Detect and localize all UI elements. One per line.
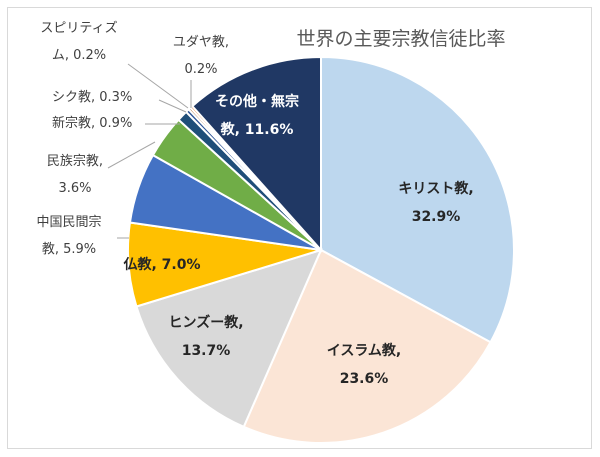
slice-label: イスラム教, 23.6% (327, 342, 401, 387)
pie-slice (320, 55, 515, 344)
slice-label: キリスト教, 32.9% (398, 180, 473, 225)
pie-slice (135, 248, 323, 429)
slice-label: 中国民間宗教, 5.9% (36, 214, 101, 257)
slice-label: ユダヤ教, 0.2% (173, 34, 229, 77)
slice-label: その他・無宗教, 11.6% (215, 93, 299, 138)
pie-slice (242, 248, 492, 444)
leader-lines (107, 63, 192, 239)
leader-line (127, 63, 189, 109)
slice-label: 新宗教, 0.9% (52, 115, 132, 131)
leader-line (158, 99, 187, 113)
chart-title: 世界の主要宗教信徒比率 (296, 28, 505, 50)
slice-label: ヒンズー教, 13.7% (168, 314, 243, 359)
data-labels: キリスト教, 32.9% イスラム教, 23.6% ヒンズー教, 13.7% 仏教, 7.0… (36, 20, 473, 387)
slice-label: 民族宗教, 3.6% (47, 153, 103, 196)
leader-line (107, 141, 156, 169)
slice-label: 仏教, 7.0% (123, 256, 200, 273)
pie-slice (190, 55, 322, 253)
slice-label: スピリティズム, 0.2% (40, 20, 117, 63)
slice-label: シク教, 0.3% (52, 89, 132, 105)
pie-slices (127, 55, 515, 444)
